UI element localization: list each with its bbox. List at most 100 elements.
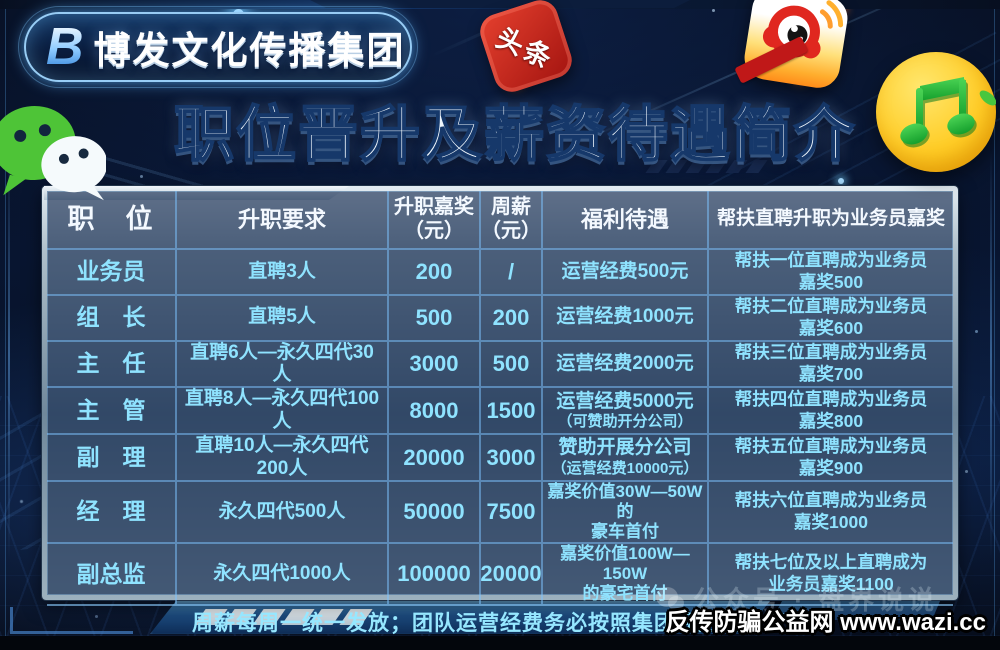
glow-dot-orange (796, 73, 804, 81)
toutiao-label: 头条 (491, 21, 559, 75)
brand-name: 博发文化传播集团 (93, 30, 406, 71)
welfare-line1: 嘉奖价值30W—50W的 (547, 481, 703, 521)
cell-weekly: 1500 (479, 388, 541, 434)
cell-bonus: 200 (387, 250, 479, 294)
cell-requirement: 直聘6人—永久四代30人 (175, 341, 387, 387)
table-row: 经 理 永久四代500人 50000 7500 嘉奖价值30W—50W的 豪车首… (47, 479, 953, 543)
cell-requirement: 永久四代500人 (175, 481, 387, 543)
welfare-line1: 运营经费500元 (561, 260, 689, 282)
table-row: 副 理 直聘10人—永久四代200人 20000 3000 赞助开展分公司 （运… (47, 433, 953, 480)
table-rows: 业务员 直聘3人 200 / 运营经费500元 帮扶一位直聘成为业务员 嘉奖50… (47, 248, 953, 605)
cell-support: 帮扶二位直聘成为业务员 嘉奖600 (707, 295, 953, 340)
frame-top-notch (310, 0, 690, 8)
cell-requirement: 直聘5人 (175, 295, 387, 340)
cell-welfare: 运营经费2000元 (541, 341, 707, 387)
welfare-line1: 运营经费1000元 (556, 306, 694, 328)
header-bonus: 升职嘉奖 （元） (387, 191, 479, 248)
cell-position: 副 理 (76, 443, 146, 470)
cell-position: 主 管 (76, 397, 146, 424)
cell-welfare: 赞助开展分公司 （运营经费10000元） (541, 435, 707, 480)
table-footer-note: 周薪每周一统一发放；团队运营经费务必按照集团规定合理开销 (47, 604, 953, 637)
cell-welfare: 嘉奖价值100W—150W 的豪宅首付 (541, 544, 707, 605)
light-streak (429, 0, 943, 58)
cell-support: 帮扶六位直聘成为业务员 嘉奖1000 (707, 481, 953, 543)
welfare-line1: 运营经费2000元 (556, 352, 694, 374)
welfare-line2: （可赞助开分公司） (557, 413, 693, 431)
weibo-icon (734, 0, 851, 91)
cell-support: 帮扶五位直聘成为业务员 嘉奖900 (707, 435, 953, 480)
cell-requirement: 直聘8人—永久四代100人 (175, 388, 387, 434)
support-line1: 帮扶七位及以上直聘成为 (734, 552, 928, 573)
table-row: 组 长 直聘5人 500 200 运营经费1000元 帮扶二位直聘成为业务员 嘉… (47, 293, 953, 340)
glow-dot-cyan (838, 178, 844, 184)
cell-welfare: 嘉奖价值30W—50W的 豪车首付 (541, 481, 707, 543)
header-weekly: 周薪 （元） (479, 191, 541, 248)
light-streak (0, 96, 264, 235)
cell-welfare: 运营经费1000元 (541, 295, 707, 340)
cell-requirement: 直聘10人—永久四代200人 (175, 435, 387, 480)
cell-welfare: 运营经费5000元 （可赞助开分公司） (541, 388, 707, 434)
cell-position: 组 长 (76, 304, 146, 331)
table-header-row: 职 位 升职要求 升职嘉奖 （元） 周薪 （元） 福利待遇 帮扶直聘升职为业务员… (47, 191, 953, 248)
welfare-line2: （运营经费10000元） (551, 459, 699, 477)
table-row: 业务员 直聘3人 200 / 运营经费500元 帮扶一位直聘成为业务员 嘉奖50… (47, 248, 953, 294)
table-corner-cap (44, 186, 349, 200)
glow-dot-cyan (233, 9, 244, 20)
ghost-wechat-icon (656, 586, 684, 610)
cell-support: 帮扶七位及以上直聘成为 业务员嘉奖1100 (707, 544, 953, 605)
cell-position: 副总监 (76, 560, 146, 587)
ghost-watermark: 公众号 · 盘界说说 (655, 580, 938, 617)
header-support: 帮扶直聘升职为业务员嘉奖 (707, 191, 953, 248)
light-streak (559, 0, 999, 152)
support-line2: 嘉奖700 (798, 363, 864, 384)
cell-position: 经 理 (76, 498, 146, 525)
cell-weekly: / (479, 250, 541, 294)
table-body: 职 位 升职要求 升职嘉奖 （元） 周薪 （元） 福利待遇 帮扶直聘升职为业务员… (47, 191, 953, 635)
welfare-line1: 赞助开展分公司 (558, 437, 692, 459)
brand-logo-b: B (46, 18, 84, 76)
cell-position: 业务员 (76, 258, 146, 285)
support-line2: 嘉奖600 (798, 317, 864, 338)
cell-requirement: 永久四代1000人 (175, 544, 387, 605)
frame-bottom-bar (150, 601, 770, 634)
frame-side-right (990, 150, 992, 560)
frame-side-left (8, 150, 10, 560)
perspective-grid (0, 396, 1000, 636)
cell-support: 帮扶一位直聘成为业务员 嘉奖500 (707, 250, 953, 294)
star-specks (0, 0, 3, 3)
support-line2: 嘉奖800 (798, 410, 864, 431)
cell-weekly: 20000 (479, 544, 542, 605)
cell-weekly: 500 (479, 341, 541, 387)
table-row: 副总监 永久四代1000人 100000 20000 嘉奖价值100W—150W… (47, 542, 953, 605)
glow-dot-orange (511, 76, 520, 85)
cell-weekly: 7500 (479, 481, 541, 543)
header-position: 职 位 (67, 203, 155, 234)
qq-music-icon (876, 52, 997, 172)
support-line2: 业务员嘉奖1100 (768, 574, 894, 595)
support-line1: 帮扶二位直聘成为业务员 (734, 295, 928, 316)
cell-weekly: 3000 (479, 435, 541, 480)
cell-bonus: 3000 (387, 341, 479, 387)
anti-scam-credit: 反传防骗公益网 www.wazi.cc (665, 609, 987, 636)
frame-bottom-band (0, 636, 1000, 650)
outer-frame-line (5, 5, 995, 645)
support-line2: 嘉奖1000 (794, 512, 868, 532)
header-requirement: 升职要求 (175, 191, 387, 248)
glow-dot-orange (836, 4, 844, 12)
welfare-line1: 运营经费5000元 (556, 390, 694, 412)
support-line2: 嘉奖500 (798, 271, 864, 292)
table-row: 主 任 直聘6人—永久四代30人 3000 500 运营经费2000元 帮扶三位… (47, 339, 953, 387)
welfare-line2: 的豪宅首付 (582, 584, 668, 604)
frame-bottom-bar-right (772, 601, 940, 620)
cell-bonus: 8000 (387, 388, 479, 434)
cell-requirement: 直聘3人 (175, 250, 387, 294)
support-line1: 帮扶五位直聘成为业务员 (734, 435, 928, 456)
cell-support: 帮扶三位直聘成为业务员 嘉奖700 (707, 341, 953, 387)
cell-support: 帮扶四位直聘成为业务员 嘉奖800 (707, 388, 953, 434)
light-streak (0, 345, 644, 560)
bottom-slash-marks (194, 609, 373, 625)
cell-bonus: 100000 (387, 544, 479, 605)
welfare-line2: 豪车首付 (591, 522, 659, 542)
cell-bonus: 500 (387, 295, 479, 340)
